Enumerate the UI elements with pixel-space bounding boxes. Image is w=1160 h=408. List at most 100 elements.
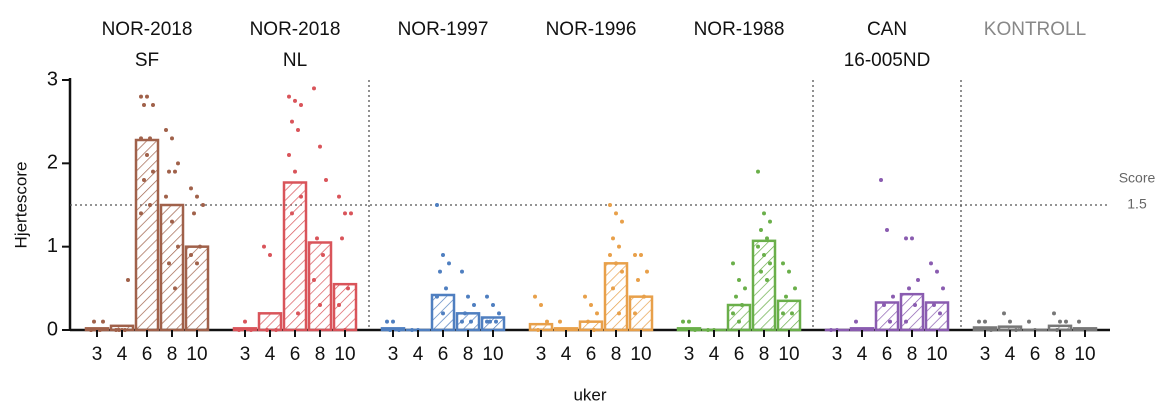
data-point bbox=[249, 328, 253, 332]
x-tick-label: 10 bbox=[186, 344, 207, 365]
bar bbox=[184, 245, 210, 332]
data-point bbox=[614, 261, 618, 266]
x-tick-label: 3 bbox=[240, 344, 251, 365]
x-tick-label: 10 bbox=[630, 344, 651, 365]
bar bbox=[726, 303, 752, 332]
data-point bbox=[932, 303, 936, 307]
data-point bbox=[312, 86, 316, 91]
data-point bbox=[497, 311, 501, 316]
data-point bbox=[460, 319, 464, 324]
x-tick-label: 8 bbox=[611, 344, 622, 365]
data-point bbox=[463, 311, 467, 316]
data-point bbox=[435, 203, 439, 207]
data-point bbox=[1055, 328, 1059, 332]
data-point bbox=[438, 269, 442, 274]
x-tick-label: 10 bbox=[334, 344, 355, 365]
group-label: NL bbox=[283, 50, 307, 71]
data-point bbox=[189, 253, 193, 257]
data-point bbox=[167, 169, 171, 174]
data-point bbox=[762, 253, 766, 257]
data-point bbox=[148, 136, 152, 141]
bar bbox=[528, 322, 554, 332]
group-label: KONTROLL bbox=[984, 19, 1086, 40]
data-point bbox=[265, 328, 269, 332]
data-point bbox=[614, 211, 618, 216]
bar bbox=[1047, 324, 1073, 332]
data-point bbox=[885, 228, 889, 232]
bar bbox=[874, 301, 900, 332]
bar bbox=[134, 138, 160, 332]
data-point bbox=[176, 244, 180, 249]
data-point bbox=[201, 203, 205, 207]
x-tick-label: 4 bbox=[117, 344, 128, 365]
x-tick-label: 3 bbox=[92, 344, 103, 365]
group-label: 16-005ND bbox=[844, 50, 931, 71]
data-point bbox=[447, 261, 451, 266]
bar bbox=[257, 312, 283, 332]
data-point bbox=[854, 319, 858, 324]
x-tick-label: 3 bbox=[832, 344, 843, 365]
data-point bbox=[888, 319, 892, 324]
data-point bbox=[611, 236, 615, 241]
data-point bbox=[1064, 319, 1068, 324]
x-tick-label: 10 bbox=[926, 344, 947, 365]
bar bbox=[603, 262, 629, 332]
data-point bbox=[929, 261, 933, 266]
group-label: SF bbox=[135, 50, 159, 71]
data-point bbox=[633, 253, 637, 257]
data-point bbox=[460, 269, 464, 274]
data-point bbox=[145, 94, 149, 99]
data-point bbox=[633, 311, 637, 316]
x-tick-label: 6 bbox=[586, 344, 597, 365]
x-tick-label: 6 bbox=[438, 344, 449, 365]
data-point bbox=[397, 328, 401, 332]
data-point bbox=[151, 169, 155, 174]
y-tick-label: 0 bbox=[47, 318, 58, 340]
y-axis-label: Hjertescore bbox=[11, 162, 30, 249]
data-point bbox=[1014, 328, 1018, 332]
data-point bbox=[198, 244, 202, 249]
data-point bbox=[318, 303, 322, 307]
data-point bbox=[639, 253, 643, 257]
data-point bbox=[321, 253, 325, 257]
x-tick-label: 4 bbox=[561, 344, 572, 365]
data-point bbox=[740, 303, 744, 307]
data-point bbox=[768, 261, 772, 266]
data-point bbox=[1052, 311, 1056, 316]
data-point bbox=[195, 194, 199, 199]
x-tick-label: 4 bbox=[265, 344, 276, 365]
data-point bbox=[139, 136, 143, 141]
x-tick-label: 4 bbox=[1005, 344, 1016, 365]
data-point bbox=[765, 278, 769, 282]
data-point bbox=[410, 328, 414, 332]
data-point bbox=[318, 144, 322, 149]
data-point bbox=[1008, 319, 1012, 324]
data-point bbox=[687, 319, 691, 324]
data-point bbox=[195, 261, 199, 266]
x-tick-label: 3 bbox=[684, 344, 695, 365]
data-point bbox=[620, 219, 624, 224]
data-point bbox=[829, 328, 833, 332]
data-point bbox=[114, 328, 118, 332]
data-point bbox=[938, 311, 942, 316]
x-tick-label: 4 bbox=[857, 344, 868, 365]
reference-label: 1.5 bbox=[1127, 196, 1147, 212]
data-point bbox=[608, 253, 612, 257]
data-point bbox=[167, 261, 171, 266]
data-point bbox=[237, 328, 241, 332]
data-point bbox=[617, 311, 621, 316]
data-point bbox=[907, 286, 911, 291]
x-tick-label: 8 bbox=[167, 344, 178, 365]
group-label: NOR-2018 bbox=[250, 19, 341, 40]
data-point bbox=[145, 153, 149, 157]
bar bbox=[282, 181, 308, 332]
bar bbox=[899, 292, 925, 332]
data-point bbox=[164, 194, 168, 199]
data-point bbox=[139, 211, 143, 216]
data-point bbox=[583, 294, 587, 299]
x-tick-label: 4 bbox=[709, 344, 720, 365]
data-point bbox=[913, 303, 917, 307]
data-point bbox=[173, 286, 177, 291]
data-point bbox=[287, 94, 291, 99]
y-tick-label: 2 bbox=[47, 152, 58, 174]
